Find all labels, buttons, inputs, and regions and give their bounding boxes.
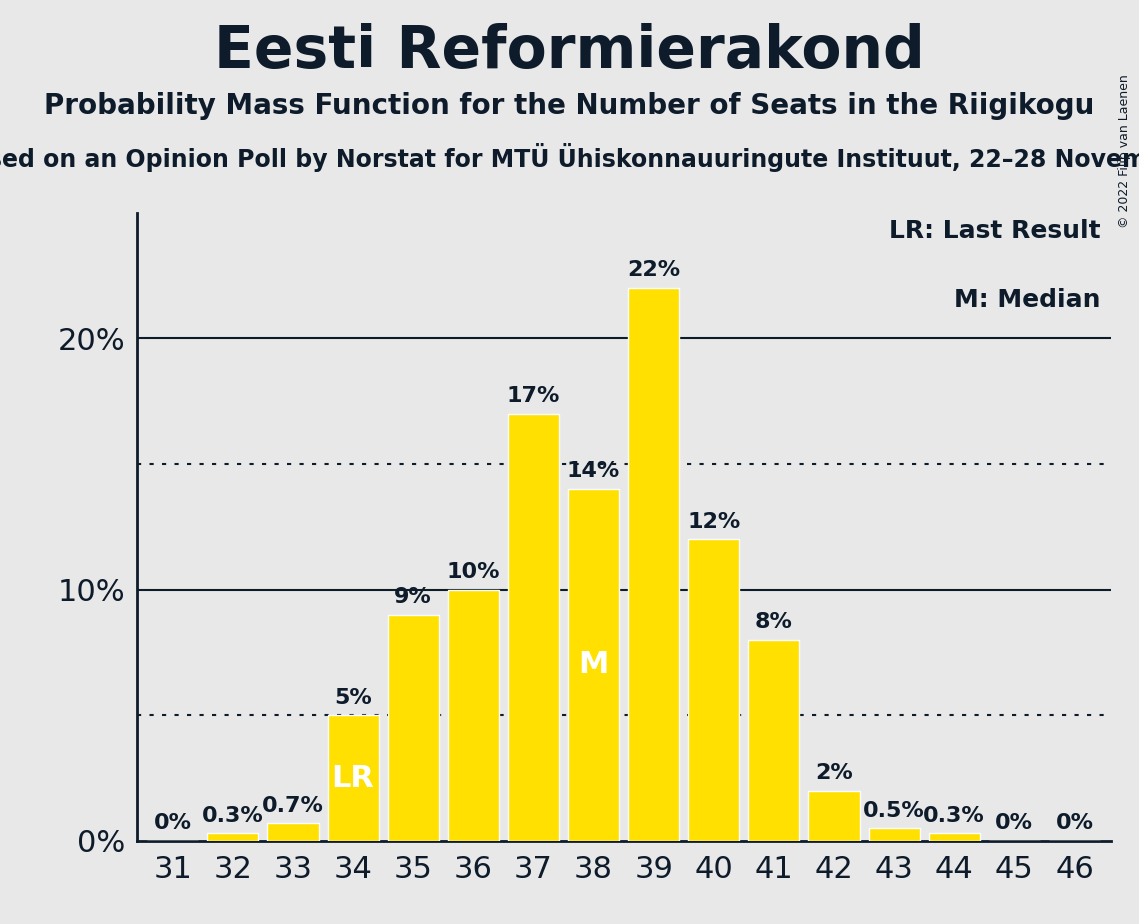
Text: 0.7%: 0.7% — [262, 796, 323, 816]
Bar — [508, 414, 559, 841]
Text: 5%: 5% — [334, 687, 372, 708]
Text: 0.5%: 0.5% — [863, 801, 925, 821]
Text: 9%: 9% — [394, 587, 432, 607]
Text: 0%: 0% — [154, 813, 191, 833]
Text: 8%: 8% — [755, 613, 793, 632]
Text: M: M — [579, 650, 608, 679]
Text: M: Median: M: Median — [954, 288, 1100, 312]
Bar — [207, 833, 259, 841]
Bar — [568, 489, 620, 841]
Text: 17%: 17% — [507, 386, 560, 406]
Bar — [328, 715, 378, 841]
Text: 14%: 14% — [567, 461, 620, 481]
Bar — [628, 288, 679, 841]
Text: 2%: 2% — [816, 763, 853, 783]
Bar — [268, 823, 319, 841]
Text: 10%: 10% — [446, 562, 500, 582]
Text: 0.3%: 0.3% — [202, 806, 264, 826]
Text: 0%: 0% — [995, 813, 1033, 833]
Bar — [387, 614, 439, 841]
Text: 0%: 0% — [1056, 813, 1093, 833]
Text: LR: LR — [331, 763, 375, 793]
Text: LR: Last Result: LR: Last Result — [890, 219, 1100, 243]
Bar — [869, 828, 919, 841]
Text: 0.3%: 0.3% — [924, 806, 985, 826]
Bar — [748, 639, 800, 841]
Bar — [688, 540, 739, 841]
Text: 22%: 22% — [628, 261, 680, 280]
Text: Based on an Opinion Poll by Norstat for MTÜ Ühiskonnauuringute Instituut, 22–28 : Based on an Opinion Poll by Norstat for … — [0, 143, 1139, 172]
Text: Eesti Reformierakond: Eesti Reformierakond — [214, 23, 925, 80]
Bar — [809, 791, 860, 841]
Text: 12%: 12% — [687, 512, 740, 531]
Bar — [928, 833, 980, 841]
Text: © 2022 Filip van Laenen: © 2022 Filip van Laenen — [1118, 74, 1131, 227]
Bar — [448, 590, 499, 841]
Text: Probability Mass Function for the Number of Seats in the Riigikogu: Probability Mass Function for the Number… — [44, 92, 1095, 120]
